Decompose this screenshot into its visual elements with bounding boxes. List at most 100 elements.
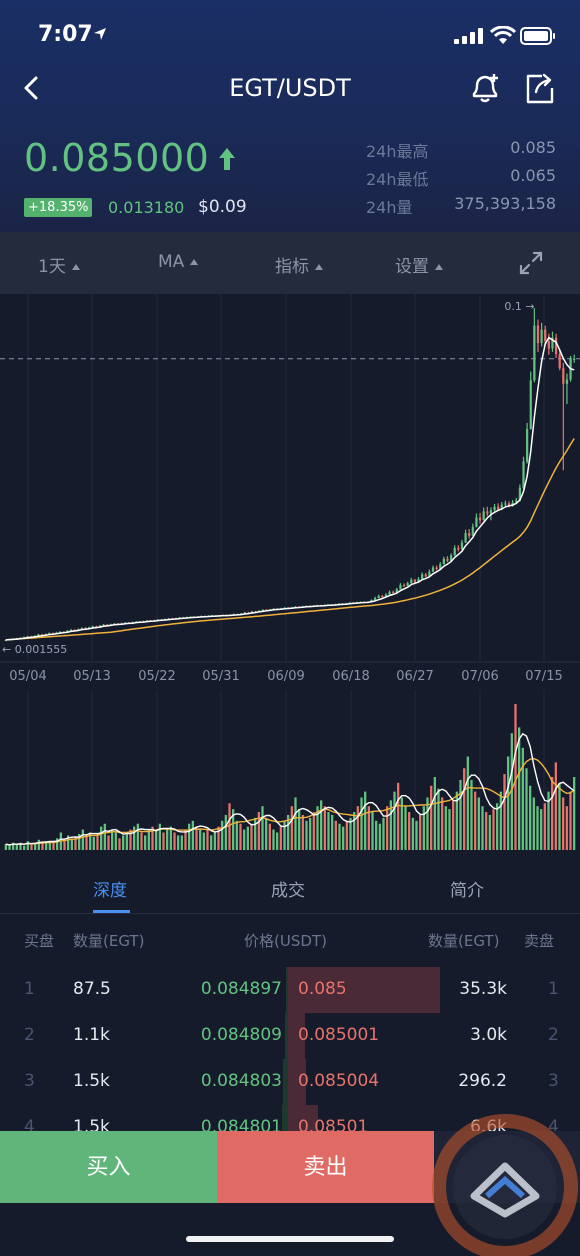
volume-bar [573,777,576,850]
candle-body [500,504,503,510]
volume-bar [507,756,510,850]
low-price-annotation: ← 0.001555 [2,643,67,656]
ask-quantity: 35.3k [459,979,507,999]
candle-body [573,358,576,360]
indicator-select[interactable]: 指标 [275,252,323,277]
volume-bar [301,814,304,850]
volume-bar [404,806,407,850]
volume-bar [327,812,330,850]
volume-bar [107,835,110,850]
price-alert-bell-icon[interactable] [468,70,502,106]
volume-bar [518,727,521,850]
volume-bar [408,812,411,850]
volume-bar [459,779,462,850]
candle-body [478,517,482,521]
order-book-row[interactable]: 3 1.5k 0.084803 0.085004 296.2 3 [0,1059,580,1105]
volume-bar [4,844,7,850]
price-candlestick-chart[interactable]: 0.1 → ← 0.001555 05/04 05/13 05/22 05/31 06/09… [0,294,580,690]
volume-chart[interactable] [0,690,580,856]
fullscreen-expand-icon[interactable] [518,250,544,276]
ask-index: 2 [548,1025,559,1045]
volume-bar [426,797,429,850]
buy-button[interactable]: 买入 [0,1131,217,1203]
volume-bar [279,826,282,850]
volume-bar [433,777,436,850]
volume-bar [56,838,59,850]
volume-ma-slow-line [5,757,575,846]
volume-bar [441,797,444,850]
candle-body [547,341,550,349]
volume-bar [356,806,359,850]
volume-bar [452,800,455,850]
volume-bar [353,812,356,850]
volume-bar [228,803,231,850]
candle-body [4,639,7,642]
volume-bar [551,777,554,850]
volume-bar [177,835,180,850]
ticker-header [0,0,580,232]
volume-bar [63,841,66,850]
volume-bar [210,835,213,850]
bid-depth-bar [285,1013,288,1059]
tab-trades[interactable]: 成交 [271,881,305,901]
volume-bar [235,820,238,850]
volume-bar [488,814,491,850]
settings-select[interactable]: 设置 [395,252,443,277]
share-icon[interactable] [522,70,556,106]
volume-bar [349,817,352,850]
candle-body [475,517,478,528]
volume-bar [397,782,400,850]
volume-bar [437,788,440,850]
volume-bar [206,829,209,850]
volume-bar [430,785,433,850]
volume-bar [298,809,301,850]
candle-body [261,609,264,612]
battery-icon [520,27,555,45]
volume-bar [114,832,117,850]
candle-body [421,574,424,580]
volume-bar [37,839,40,850]
order-book-row[interactable]: 2 1.1k 0.084809 0.085001 3.0k 2 [0,1013,580,1059]
sell-button[interactable]: 卖出 [217,1131,434,1203]
candle-body [507,503,511,506]
candle-body [102,624,105,626]
volume-bar [34,842,37,850]
stat-label: 24h最低 [366,170,429,189]
volume-bar [23,845,26,850]
volume-bar [393,791,396,850]
tab-intro[interactable]: 简介 [450,881,484,901]
status-bar: 7:07 [0,0,580,70]
volume-bar [136,823,139,850]
bid-index: 2 [24,1025,35,1045]
bid-quantity: 1.1k [73,1025,110,1045]
interval-label: 1天 [38,257,66,277]
volume-bar [144,835,147,850]
bottom-tabs: 深度 成交 简介 [0,862,580,914]
volume-bar [265,817,268,850]
ma-fast-line [5,336,575,641]
volume-bar [111,829,114,850]
ask-qty-header: 数量(EGT) [428,932,500,950]
back-chevron-icon[interactable] [18,72,46,104]
interval-select[interactable]: 1天 [38,252,80,277]
volume-bar [92,836,95,850]
volume-bar [415,820,418,850]
volume-bar [45,841,48,850]
tab-depth[interactable]: 深度 [93,881,127,901]
order-book-row[interactable]: 1 87.5 0.084897 0.085 35.3k 1 [0,967,580,1013]
ma-select[interactable]: MA [158,252,199,272]
volume-bar [19,842,22,850]
volume-bar [89,832,92,850]
candle-body [377,595,380,599]
volume-bar [371,812,374,850]
volume-bar [320,800,323,850]
candle-body [558,353,561,369]
volume-bar [257,812,260,850]
volume-bar [345,820,348,850]
stats-24h: 24h最高 0.085 24h最低 0.065 24h量 375,393,158 [366,138,558,222]
ma-slow-line [5,438,575,641]
bid-depth-bar [286,967,288,1013]
order-book-header: 买盘 数量(EGT) 价格(USDT) 数量(EGT) 卖盘 [0,930,580,954]
volume-bar [147,829,150,850]
stat-value: 375,393,158 [454,194,556,213]
